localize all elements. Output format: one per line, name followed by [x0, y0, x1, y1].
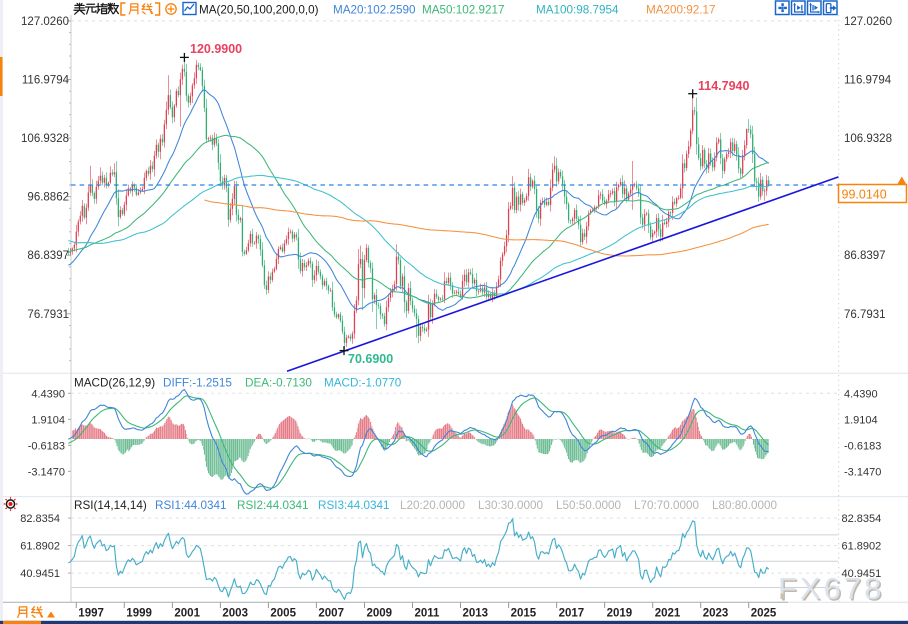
svg-text:99.0140: 99.0140: [842, 188, 887, 202]
svg-text:2015: 2015: [511, 608, 537, 620]
svg-text:MACD:-1.0770: MACD:-1.0770: [324, 377, 402, 390]
svg-text:2009: 2009: [367, 608, 393, 620]
svg-text:106.9328: 106.9328: [844, 133, 892, 145]
svg-text:2013: 2013: [463, 608, 489, 620]
svg-text:-0.6183: -0.6183: [844, 440, 881, 452]
svg-text:2025: 2025: [751, 608, 777, 620]
svg-text:2005: 2005: [270, 608, 296, 620]
svg-text:106.9328: 106.9328: [21, 133, 69, 145]
svg-text:1.9104: 1.9104: [844, 414, 878, 426]
svg-text:2001: 2001: [174, 608, 200, 620]
svg-text:61.8902: 61.8902: [20, 541, 60, 553]
svg-text:40.9451: 40.9451: [842, 568, 882, 580]
svg-text:116.9794: 116.9794: [844, 75, 892, 87]
svg-text:DIFF:-1.2515: DIFF:-1.2515: [163, 377, 232, 390]
svg-text:MA100:98.7954: MA100:98.7954: [536, 4, 619, 17]
svg-text:MA50:102.9217: MA50:102.9217: [422, 4, 505, 17]
svg-text:MA(20,50,100,200,0,0): MA(20,50,100,200,0,0): [199, 4, 319, 17]
svg-text:120.9900: 120.9900: [190, 42, 242, 56]
svg-text:FX678: FX678: [778, 571, 884, 606]
svg-text:RSI2:44.0341: RSI2:44.0341: [237, 499, 308, 512]
svg-text:2007: 2007: [318, 608, 344, 620]
svg-text:-0.6183: -0.6183: [28, 440, 65, 452]
svg-text:1.9104: 1.9104: [31, 414, 65, 426]
svg-text:-3.1470: -3.1470: [844, 466, 881, 478]
svg-text:2011: 2011: [415, 608, 441, 620]
svg-text:MA200:92.17: MA200:92.17: [646, 4, 716, 17]
svg-text:L30:30.0000: L30:30.0000: [478, 499, 543, 512]
svg-text:76.7931: 76.7931: [27, 309, 69, 321]
svg-text:96.8862: 96.8862: [27, 192, 69, 204]
svg-text:2023: 2023: [703, 608, 729, 620]
svg-text:1999: 1999: [126, 608, 152, 620]
svg-text:82.8354: 82.8354: [842, 513, 882, 525]
svg-text:L50:50.0000: L50:50.0000: [556, 499, 621, 512]
svg-text:4.4390: 4.4390: [844, 388, 878, 400]
svg-text:L70:70.0000: L70:70.0000: [634, 499, 699, 512]
svg-text:70.6900: 70.6900: [348, 352, 393, 366]
svg-text:DEA:-0.7130: DEA:-0.7130: [245, 377, 312, 390]
svg-text:4.4390: 4.4390: [31, 388, 65, 400]
svg-text:127.0260: 127.0260: [21, 16, 69, 28]
svg-text:FX678: FX678: [780, 573, 886, 608]
svg-text:2003: 2003: [222, 608, 248, 620]
svg-text:61.8902: 61.8902: [842, 541, 882, 553]
svg-text:L80:80.0000: L80:80.0000: [712, 499, 777, 512]
svg-text:MA20:102.2590: MA20:102.2590: [333, 4, 416, 17]
svg-text:MACD(26,12,9): MACD(26,12,9): [74, 377, 155, 390]
svg-text:2017: 2017: [559, 608, 585, 620]
svg-text:127.0260: 127.0260: [844, 16, 892, 28]
svg-text:86.8397: 86.8397: [27, 250, 69, 262]
svg-text:82.8354: 82.8354: [20, 513, 60, 525]
svg-text:1997: 1997: [78, 608, 104, 620]
svg-text:-3.1470: -3.1470: [28, 466, 65, 478]
svg-text:2021: 2021: [655, 608, 681, 620]
svg-text:116.9794: 116.9794: [22, 75, 70, 87]
svg-text:114.7940: 114.7940: [698, 79, 749, 93]
svg-text:RSI(14,14,14): RSI(14,14,14): [74, 499, 147, 512]
svg-text:L20:20.0000: L20:20.0000: [400, 499, 465, 512]
svg-text:86.8397: 86.8397: [844, 250, 886, 262]
svg-text:RSI3:44.0341: RSI3:44.0341: [318, 499, 389, 512]
svg-text:40.9451: 40.9451: [20, 568, 60, 580]
svg-text:2019: 2019: [607, 608, 633, 620]
svg-text:RSI1:44.0341: RSI1:44.0341: [155, 499, 226, 512]
svg-text:76.7931: 76.7931: [844, 309, 886, 321]
